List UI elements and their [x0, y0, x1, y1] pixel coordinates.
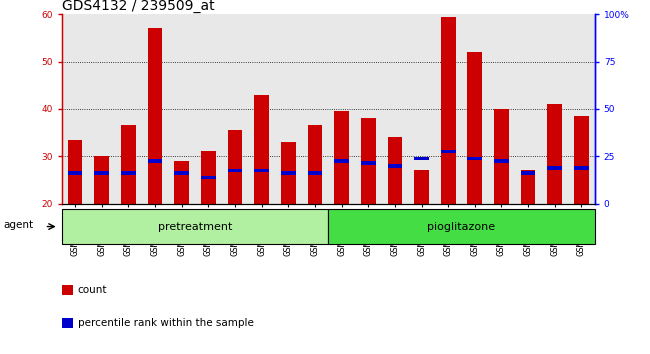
Bar [307, 125, 322, 204]
Bar [494, 159, 509, 163]
Bar [94, 171, 109, 175]
Bar [387, 137, 402, 204]
Bar [174, 161, 189, 204]
Bar [281, 171, 296, 175]
Bar [281, 142, 296, 204]
Bar [227, 169, 242, 172]
Bar [201, 152, 216, 204]
Bar [254, 95, 269, 204]
Bar [334, 111, 349, 204]
Text: agent: agent [3, 220, 33, 230]
Bar [148, 28, 162, 204]
Bar [201, 176, 216, 179]
Bar [148, 159, 162, 163]
Bar [361, 118, 376, 204]
Bar [328, 209, 595, 244]
Bar [547, 166, 562, 170]
Bar [521, 171, 536, 175]
Bar [467, 52, 482, 204]
Bar [441, 17, 456, 204]
Bar [62, 318, 73, 328]
Bar [414, 170, 429, 204]
Bar [121, 125, 136, 204]
Bar [254, 169, 269, 172]
Bar [62, 285, 73, 295]
Bar [121, 171, 136, 175]
Bar [521, 170, 536, 204]
Text: pretreatment: pretreatment [158, 222, 232, 232]
Bar [414, 157, 429, 160]
Bar [227, 130, 242, 204]
Bar [574, 166, 589, 170]
Bar [68, 171, 83, 175]
Bar [62, 209, 328, 244]
Bar [307, 171, 322, 175]
Bar [441, 150, 456, 153]
Bar [574, 116, 589, 204]
Bar [68, 139, 83, 204]
Bar [361, 161, 376, 165]
Bar [494, 109, 509, 204]
Bar [467, 157, 482, 160]
Bar [174, 171, 189, 175]
Text: GDS4132 / 239509_at: GDS4132 / 239509_at [62, 0, 214, 13]
Bar [547, 104, 562, 204]
Text: pioglitazone: pioglitazone [428, 222, 495, 232]
Text: count: count [78, 285, 107, 295]
Bar [387, 164, 402, 167]
Text: percentile rank within the sample: percentile rank within the sample [78, 318, 254, 328]
Bar [94, 156, 109, 204]
Bar [334, 159, 349, 163]
